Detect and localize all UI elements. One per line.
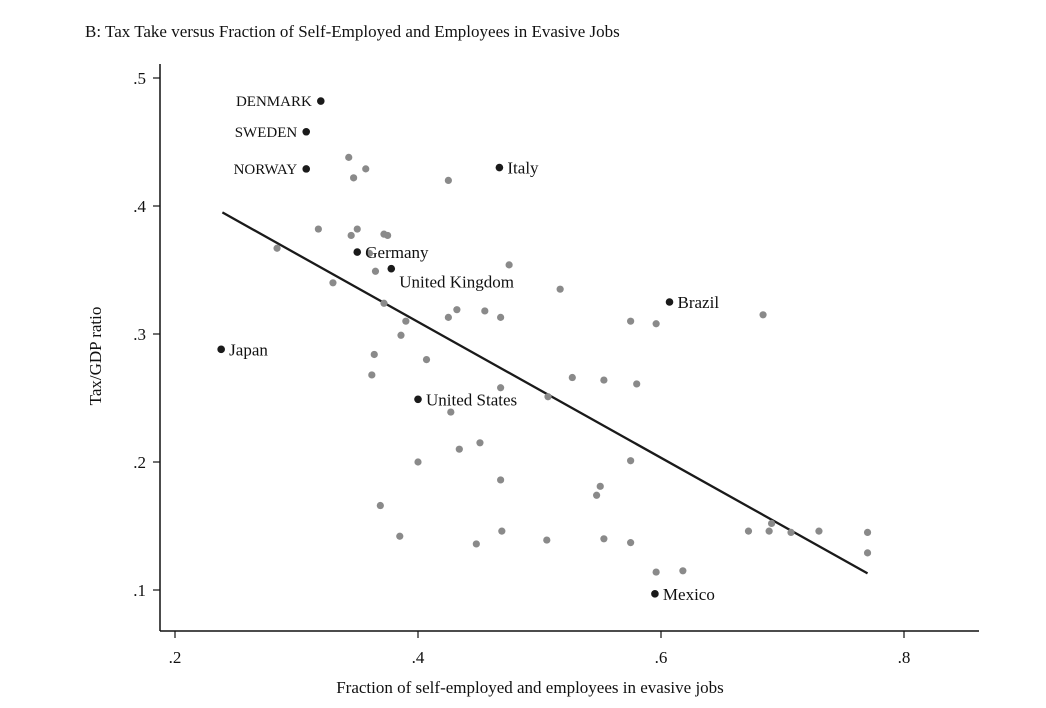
point-japan	[217, 345, 225, 354]
data-point	[498, 527, 506, 535]
data-point	[376, 501, 384, 510]
data-point	[371, 267, 380, 275]
point-sweden	[302, 127, 311, 136]
point-germany	[353, 248, 362, 256]
point-united-states	[414, 395, 422, 404]
point-label-mexico: Mexico	[663, 585, 715, 604]
point-label-united-states: United States	[426, 390, 517, 409]
data-point	[472, 540, 480, 548]
point-norway	[302, 165, 311, 173]
y-tick-label: .1	[133, 581, 146, 600]
labeled-points: DENMARK SWEDEN NORWAY Italy Germany United Ki…	[217, 94, 719, 604]
data-point	[863, 528, 872, 537]
data-point	[505, 261, 513, 269]
data-point	[627, 539, 635, 547]
chart-title: B: Tax Take versus Fraction of Self-Empl…	[85, 22, 620, 41]
data-point	[384, 231, 392, 240]
point-label-brazil: Brazil	[678, 293, 720, 312]
x-tick-label: .6	[655, 648, 668, 667]
data-point	[350, 174, 358, 182]
point-label-italy: Italy	[507, 159, 539, 178]
point-label-united-kingdom: United Kingdom	[399, 273, 514, 292]
fit-line	[221, 211, 869, 575]
data-point	[759, 311, 767, 319]
point-denmark	[317, 97, 325, 105]
point-label-norway: NORWAY	[234, 162, 298, 178]
data-point	[345, 153, 353, 161]
data-point	[497, 313, 505, 321]
point-label-denmark: DENMARK	[236, 94, 312, 110]
x-tick-label: .2	[169, 648, 182, 667]
axes: .1 .2 .3 .4 .5 .2 .4 .6 .8	[133, 64, 979, 667]
data-point	[273, 244, 281, 252]
fit-line-layer	[221, 211, 869, 575]
data-point	[652, 320, 660, 328]
data-point	[765, 527, 773, 535]
data-point	[444, 176, 452, 184]
data-point	[767, 519, 776, 528]
data-point	[329, 279, 337, 287]
data-point	[593, 491, 601, 499]
data-point	[396, 532, 404, 540]
data-point	[414, 458, 422, 466]
data-point	[497, 476, 505, 484]
x-axis-label: Fraction of self-employed and employees …	[336, 678, 724, 697]
data-point	[422, 356, 431, 364]
data-point	[476, 439, 484, 447]
data-point	[444, 313, 452, 321]
data-point	[453, 306, 461, 314]
data-point	[652, 568, 660, 576]
data-point	[600, 376, 608, 384]
data-point	[627, 457, 635, 465]
data-point	[815, 527, 823, 535]
unlabeled-points	[273, 153, 872, 576]
data-point	[497, 384, 505, 392]
data-point	[543, 536, 551, 544]
data-point	[596, 482, 604, 490]
y-axis-label: Tax/GDP ratio	[86, 307, 105, 406]
point-united-kingdom	[387, 264, 396, 273]
y-tick-label: .3	[133, 325, 146, 344]
point-brazil	[665, 298, 674, 306]
data-point	[397, 331, 405, 339]
data-point	[347, 231, 355, 240]
data-point	[627, 317, 635, 325]
point-label-germany: Germany	[365, 243, 429, 262]
data-point	[787, 528, 795, 537]
data-point	[314, 225, 322, 233]
data-point	[362, 165, 370, 173]
point-italy	[495, 163, 504, 172]
data-point	[365, 249, 373, 257]
y-tick-label: .5	[133, 69, 146, 88]
data-point	[455, 445, 463, 453]
data-point	[370, 350, 378, 359]
data-point	[544, 393, 552, 401]
data-point	[556, 285, 564, 293]
data-point	[633, 380, 641, 388]
point-label-japan: Japan	[229, 340, 268, 359]
data-point	[863, 549, 872, 557]
y-tick-label: .4	[133, 197, 146, 216]
data-point	[679, 567, 687, 575]
data-point	[402, 317, 410, 325]
data-point	[380, 299, 388, 307]
x-tick-label: .8	[898, 648, 911, 667]
data-point	[447, 408, 455, 416]
point-label-sweden: SWEDEN	[235, 125, 298, 141]
data-point	[368, 371, 376, 379]
data-point	[353, 225, 361, 233]
data-point	[600, 535, 608, 543]
x-tick-label: .4	[412, 648, 425, 667]
data-point	[744, 527, 753, 535]
y-tick-label: .2	[133, 453, 146, 472]
data-point	[568, 373, 576, 382]
point-mexico	[651, 590, 659, 598]
data-point	[481, 307, 489, 315]
